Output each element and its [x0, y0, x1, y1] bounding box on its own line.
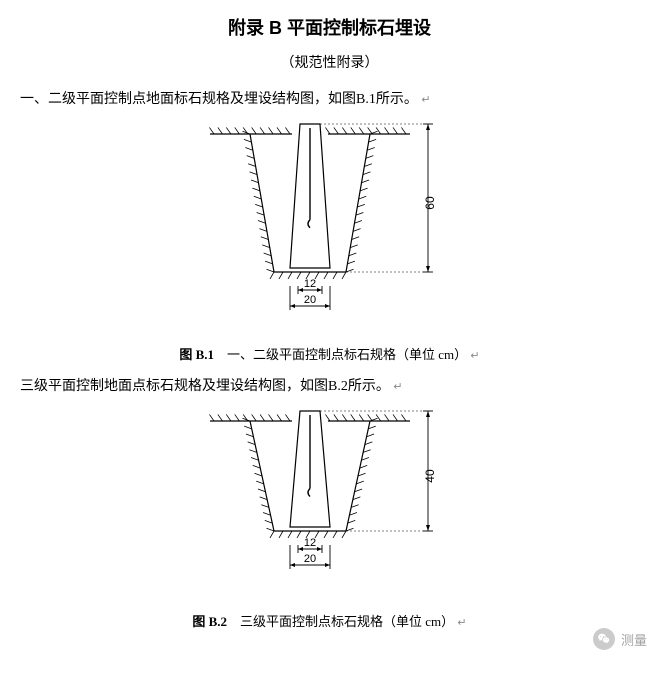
caption1-desc: 一、二级平面控制点标石规格（单位 cm） [227, 347, 467, 362]
figure-b1-caption: 图 B.1 一、二级平面控制点标石规格（单位 cm） ↵ [20, 344, 639, 363]
caption1-label: 图 B.1 [179, 347, 214, 362]
appendix-title: 附录 B 平面控制标石埋设 [20, 14, 639, 40]
svg-text:40: 40 [423, 469, 437, 483]
return-mark-icon: ↵ [393, 381, 402, 393]
paragraph-1-text: 一、二级平面控制点地面标石规格及埋设结构图，如图B.1所示。 [20, 92, 418, 107]
paragraph-2-text: 三级平面控制地面点标石规格及埋设结构图，如图B.2所示。 [20, 379, 390, 394]
caption2-desc: 三级平面控制点标石规格（单位 cm） [240, 614, 454, 629]
paragraph-1: 一、二级平面控制点地面标石规格及埋设结构图，如图B.1所示。 ↵ [20, 88, 639, 108]
return-mark-icon: ↵ [421, 94, 430, 106]
return-mark-icon: ↵ [457, 617, 466, 629]
watermark-text: 测量 [621, 630, 647, 649]
appendix-subtitle: （规范性附录） [20, 52, 639, 72]
svg-text:20: 20 [303, 553, 315, 565]
caption2-text [230, 614, 237, 629]
caption1-text [217, 347, 224, 362]
figure-b1-diagram: 12 20 60 [180, 116, 480, 336]
svg-text:12: 12 [303, 278, 315, 290]
watermark: 测量 [593, 628, 647, 650]
figure-b1-container: 12 20 60 [20, 116, 639, 336]
caption2-label: 图 B.2 [192, 614, 227, 629]
figure-b2-diagram: 12 20 40 [180, 403, 480, 603]
figure-b2-caption: 图 B.2 三级平面控制点标石规格（单位 cm） ↵ [20, 611, 639, 630]
wechat-icon [593, 628, 615, 650]
paragraph-2: 三级平面控制地面点标石规格及埋设结构图，如图B.2所示。 ↵ [20, 375, 639, 395]
return-mark-icon: ↵ [470, 350, 479, 362]
figure-b2-container: 12 20 40 [20, 403, 639, 603]
svg-text:12: 12 [303, 537, 315, 549]
svg-text:60: 60 [423, 196, 437, 210]
svg-text:20: 20 [303, 294, 315, 306]
